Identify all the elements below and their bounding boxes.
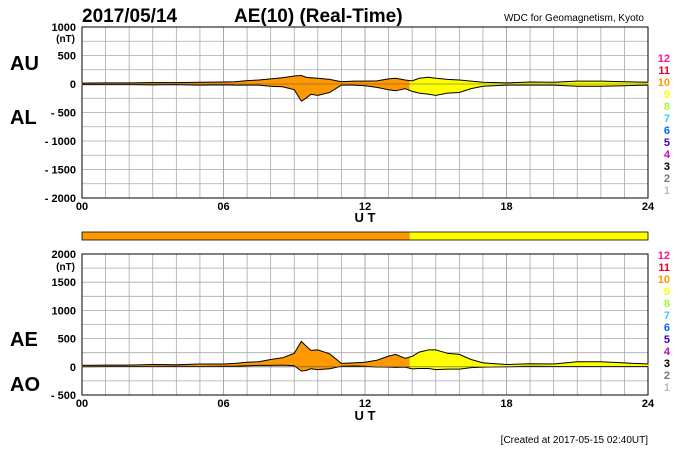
y-tick-label: - 500 (51, 390, 76, 402)
legend-item-1: 1 (664, 382, 670, 394)
plot-area (81, 74, 649, 103)
y-tick-label: 500 (58, 334, 76, 346)
legend-item-7: 7 (664, 113, 670, 125)
y-axis-ticks: 1000 500 0 - 500 - 1000 - 1500 - 2000 (45, 22, 76, 205)
unit-label: (nT) (56, 262, 75, 273)
x-tick-label: 06 (217, 201, 229, 213)
x-tick-label: 06 (217, 398, 229, 410)
station-bar-frame (81, 231, 649, 241)
x-tick-label: 00 (76, 398, 88, 410)
plot-area (81, 340, 649, 372)
x-tick-label: 24 (642, 398, 655, 410)
y-tick-label: - 2000 (45, 193, 76, 205)
y-tick-label: 1000 (52, 22, 76, 34)
legend-item-5: 5 (664, 334, 670, 346)
series-line-au (81, 74, 649, 84)
ao-label: AO (10, 374, 40, 396)
legend-item-9: 9 (664, 286, 670, 298)
legend-item-3: 3 (664, 358, 670, 370)
legend-item-4: 4 (664, 346, 671, 358)
legend-item-8: 8 (664, 101, 670, 113)
station-bar-segment (409, 232, 648, 240)
series-line-al (82, 84, 649, 102)
x-axis-label: U T (355, 408, 376, 423)
legend-item-2: 2 (664, 370, 670, 382)
grid (81, 26, 649, 199)
legend-item-5: 5 (664, 137, 670, 149)
legend-item-12: 12 (658, 53, 670, 65)
legend-item-11: 11 (658, 262, 670, 274)
legend-item-6: 6 (664, 322, 670, 334)
station-bar-segment (82, 232, 410, 240)
x-tick-label: 24 (642, 201, 655, 213)
legend-item-12: 12 (658, 250, 670, 262)
legend-item-3: 3 (664, 161, 670, 173)
source-label: WDC for Geomagnetism, Kyoto (504, 13, 644, 24)
y-tick-label: 1000 (52, 305, 76, 317)
y-axis-ticks: 2000 1500 1000 500 0 - 500 (51, 249, 76, 402)
al-label: AL (10, 107, 37, 129)
date-label: 2017/05/14 (82, 6, 178, 27)
legend-item-1: 1 (664, 185, 670, 197)
plot-frame (81, 253, 649, 396)
x-tick-label: 12 (359, 201, 371, 213)
legend-item-8: 8 (664, 298, 670, 310)
legend-item-4: 4 (664, 149, 671, 161)
y-tick-label: - 1500 (45, 165, 76, 177)
x-tick-label: 18 (500, 201, 512, 213)
grid (81, 253, 649, 396)
legend-item-10: 10 (658, 274, 670, 286)
x-axis-ticks: 00 06 12 18 24 (76, 201, 655, 213)
y-tick-label: 2000 (52, 249, 76, 261)
x-axis-ticks: 00 06 12 18 24 (76, 398, 655, 410)
station-count-bar (81, 231, 649, 241)
legend-item-2: 2 (664, 173, 670, 185)
legend-item-11: 11 (658, 65, 670, 77)
series-line-ae (81, 340, 649, 366)
y-tick-label: 500 (58, 51, 76, 63)
legend-item-9: 9 (664, 89, 670, 101)
x-tick-label: 18 (500, 398, 512, 410)
ae-label: AE (10, 329, 38, 351)
y-tick-label: 1500 (52, 277, 76, 289)
legend-item-7: 7 (664, 310, 670, 322)
x-tick-label: 00 (76, 201, 88, 213)
x-axis-label: U T (355, 210, 376, 225)
unit-label: (nT) (56, 34, 75, 45)
chart-title: AE(10) (Real-Time) (234, 6, 403, 27)
y-tick-label: 0 (70, 362, 76, 374)
plot-frame (81, 26, 649, 199)
legend-item-6: 6 (664, 125, 670, 137)
y-tick-label: - 1000 (45, 136, 76, 148)
y-tick-label: 0 (70, 79, 76, 91)
au-label: AU (10, 53, 39, 75)
legend-item-10: 10 (658, 77, 670, 89)
x-tick-label: 12 (359, 398, 371, 410)
created-timestamp: [Created at 2017-05-15 02:40UT] (501, 435, 649, 446)
y-tick-label: - 500 (51, 108, 76, 120)
